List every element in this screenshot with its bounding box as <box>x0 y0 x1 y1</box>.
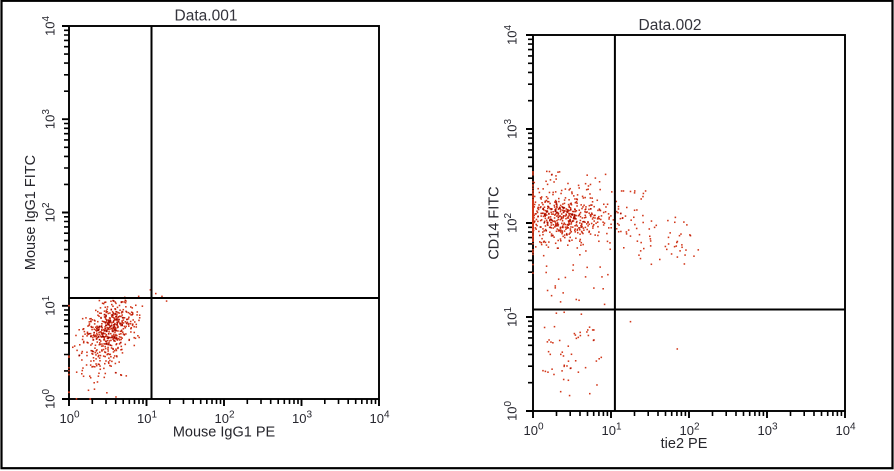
svg-text:103: 103 <box>292 410 312 427</box>
svg-text:100: 100 <box>59 410 79 427</box>
svg-text:103: 103 <box>41 109 58 129</box>
svg-text:101: 101 <box>41 295 58 315</box>
svg-text:102: 102 <box>503 212 520 232</box>
svg-text:103: 103 <box>757 422 777 439</box>
svg-text:Data.002: Data.002 <box>639 17 702 34</box>
svg-text:Mouse IgG1 FITC: Mouse IgG1 FITC <box>23 155 39 270</box>
svg-text:104: 104 <box>369 410 389 427</box>
svg-text:Data.001: Data.001 <box>175 8 238 25</box>
svg-text:100: 100 <box>41 388 58 408</box>
svg-text:103: 103 <box>503 118 520 138</box>
svg-text:101: 101 <box>503 306 520 326</box>
svg-text:100: 100 <box>523 422 543 439</box>
svg-text:104: 104 <box>41 15 58 35</box>
svg-text:Mouse IgG1 PE: Mouse IgG1 PE <box>173 425 276 441</box>
svg-text:tie2 PE: tie2 PE <box>661 436 708 452</box>
svg-text:101: 101 <box>601 422 621 439</box>
svg-text:104: 104 <box>503 24 520 44</box>
svg-text:102: 102 <box>41 202 58 222</box>
svg-text:100: 100 <box>503 400 520 420</box>
svg-text:CD14 FITC: CD14 FITC <box>487 186 503 259</box>
svg-text:104: 104 <box>835 422 855 439</box>
svg-text:101: 101 <box>137 410 157 427</box>
